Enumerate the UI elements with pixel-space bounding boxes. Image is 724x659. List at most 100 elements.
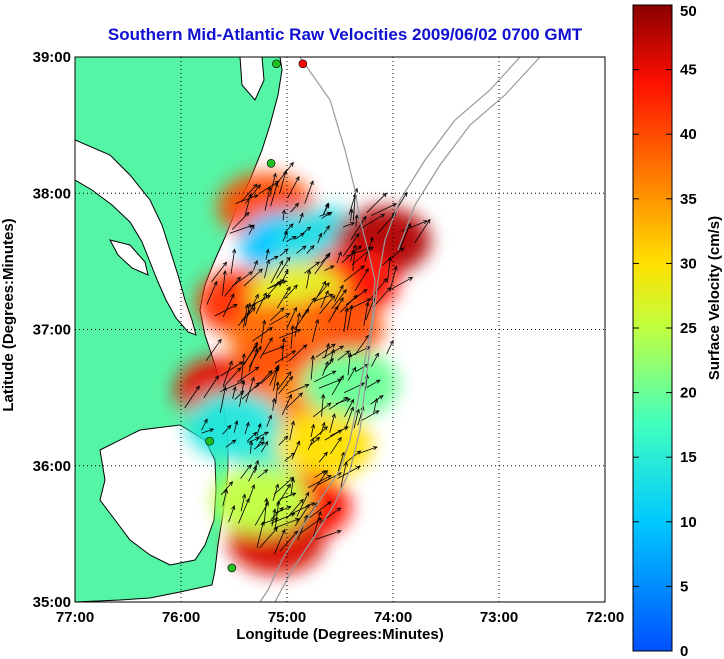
velocity-arrow — [254, 502, 269, 526]
velocity-arrow — [245, 184, 261, 204]
velocity-arrowhead — [245, 421, 250, 427]
velocity-arrowhead — [286, 505, 292, 510]
colorbar-tick-label: 15 — [680, 449, 697, 466]
velocity-arrowhead — [264, 431, 269, 436]
velocity-arrow — [277, 371, 292, 390]
velocity-arrow — [256, 521, 264, 548]
velocity-arrowhead — [279, 506, 284, 512]
velocity-arrow — [247, 437, 260, 443]
velocity-arrowhead — [279, 345, 285, 350]
velocity-arrow — [360, 213, 385, 230]
velocity-arrow — [272, 484, 279, 501]
velocity-arrow — [290, 478, 294, 496]
velocity-arrow — [278, 329, 301, 339]
velocity-arrow — [336, 251, 342, 264]
velocity-arrow — [318, 452, 328, 463]
velocity-arrow — [274, 350, 296, 364]
velocity-arrowhead — [282, 280, 287, 285]
velocity-arrowhead — [373, 397, 379, 403]
colorbar-tick-label: 10 — [680, 514, 697, 531]
velocity-arrow — [329, 413, 336, 433]
velocity-arrow — [264, 259, 270, 279]
velocity-arrowhead — [340, 451, 345, 457]
velocity-arrow — [294, 504, 310, 527]
velocity-arrow — [315, 294, 334, 302]
velocity-arrow — [342, 222, 355, 228]
velocity-arrow — [222, 293, 235, 317]
velocity-arrowhead — [252, 431, 258, 437]
velocity-arrowhead — [264, 501, 269, 507]
velocity-arrowhead — [253, 183, 258, 189]
velocity-arrowhead — [222, 261, 228, 267]
velocity-arrowhead — [336, 507, 342, 512]
velocity-arrow — [240, 183, 258, 203]
velocity-arrowhead — [290, 477, 295, 483]
velocity-arrowhead — [311, 297, 316, 302]
velocity-arrow — [256, 431, 269, 439]
velocity-arrowhead — [275, 381, 280, 386]
velocity-arrow — [354, 335, 370, 356]
velocity-arrow — [281, 338, 285, 362]
velocity-arrow — [228, 505, 235, 523]
velocity-arrow — [366, 193, 387, 213]
velocity-arrowhead — [345, 398, 351, 403]
velocity-arrowhead — [392, 203, 397, 208]
colorbar-tick-label: 5 — [680, 578, 688, 595]
velocity-arrow — [214, 304, 238, 317]
velocity-arrowhead — [273, 255, 279, 260]
velocity-arrowhead — [378, 395, 384, 400]
velocity-arrow — [240, 494, 246, 512]
velocity-arrowhead — [324, 289, 329, 295]
velocity-arrowhead — [273, 517, 279, 522]
velocity-arrowhead — [339, 297, 344, 302]
velocity-arrowhead — [281, 337, 286, 343]
velocity-arrow — [301, 226, 311, 235]
velocity-arrowhead — [294, 518, 300, 522]
velocity-arrow — [248, 484, 255, 502]
velocity-arrow — [201, 419, 208, 431]
velocity-arrow — [255, 370, 273, 389]
colorbar-tick-label: 45 — [680, 62, 697, 79]
velocity-arrowhead — [356, 465, 361, 470]
velocity-arrowhead — [309, 244, 315, 250]
velocity-arrowhead — [393, 265, 398, 271]
velocity-arrowhead — [250, 224, 255, 230]
velocity-arrow — [265, 249, 269, 260]
velocity-arrow — [312, 426, 328, 440]
velocity-arrow — [279, 269, 289, 287]
velocity-arrow — [289, 421, 295, 441]
velocity-arrow — [345, 407, 354, 429]
velocity-arrow — [203, 375, 219, 398]
velocity-arrowhead — [301, 245, 307, 250]
velocity-arrow — [269, 173, 277, 197]
velocity-arrowhead — [339, 345, 345, 350]
velocity-arrowhead — [296, 328, 302, 333]
colorbar-label: Surface Velocity (cm/s) — [706, 216, 723, 380]
velocity-arrowhead — [360, 405, 365, 411]
velocity-patch — [302, 350, 399, 418]
velocity-arrowhead — [279, 279, 285, 284]
velocity-arrowhead — [283, 248, 289, 253]
velocity-arrowhead — [265, 248, 270, 254]
velocity-arrowhead — [236, 276, 241, 282]
velocity-arrow — [273, 367, 279, 391]
plot-frame — [74, 56, 606, 603]
velocity-arrowhead — [325, 203, 330, 209]
x-tick-labels: 77:00 76:00 75:00 74:00 73:00 72:00 — [56, 609, 624, 626]
velocity-arrow — [354, 268, 369, 292]
velocity-arrow — [324, 343, 330, 359]
velocity-arrowhead — [310, 354, 315, 360]
velocity-arrowhead — [403, 191, 408, 197]
velocity-arrowhead — [289, 161, 294, 167]
velocity-arrowhead — [331, 413, 336, 418]
velocity-arrowhead — [245, 497, 250, 503]
velocity-arrowhead — [366, 298, 372, 303]
velocity-arrowhead — [273, 527, 278, 532]
velocity-arrow — [201, 428, 214, 434]
velocity-arrowhead — [265, 259, 271, 264]
velocity-arrowhead — [284, 269, 289, 274]
station-assateague — [266, 158, 276, 168]
velocity-arrow — [343, 265, 365, 282]
velocity-arrowhead — [272, 172, 277, 178]
velocity-arrowhead — [326, 402, 332, 407]
